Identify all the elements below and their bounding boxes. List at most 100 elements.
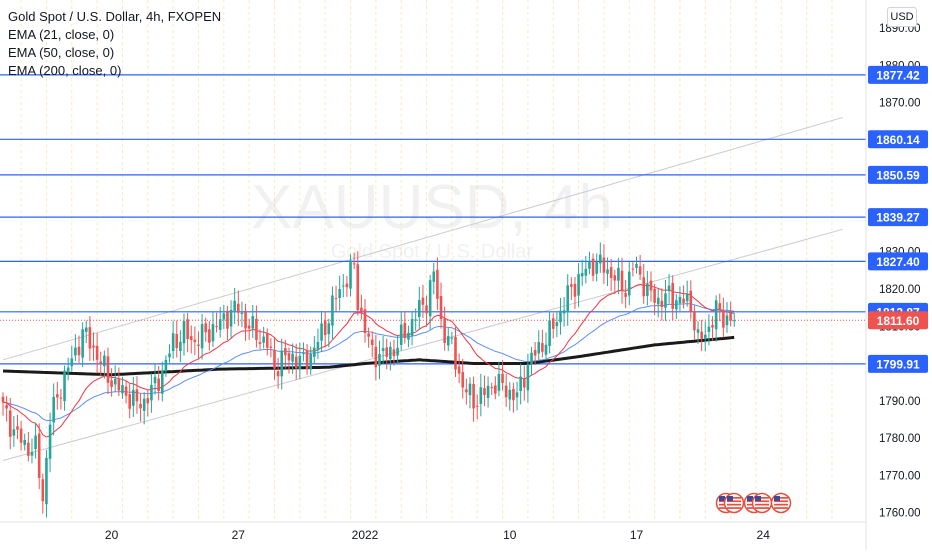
candle-body [707,326,711,332]
price-axis-panel[interactable] [866,0,932,550]
candle-body [566,285,570,313]
candle-body [334,298,338,300]
candle-body [519,376,522,392]
candlestick [99,351,103,377]
candle-body [269,346,273,348]
candle-body [273,349,276,369]
candlestick [508,382,512,411]
candlestick [479,373,483,417]
candlestick [573,277,577,310]
candle-body [468,383,472,396]
candle-body [515,392,519,398]
candlestick [494,376,497,400]
watermark-symbol: XAUUSD, 4h [251,173,613,242]
candlestick [399,311,403,351]
candlestick [92,332,95,361]
candle-body [627,271,631,296]
candle-body [200,324,204,349]
candlestick [265,328,269,356]
candlestick [356,251,360,316]
candle-body [341,285,345,287]
indicator-ema-200[interactable]: EMA (200, close, 0) [8,63,122,78]
candlestick [606,257,609,287]
candlestick [305,344,309,375]
candlestick [255,305,258,348]
candle-body [208,329,211,343]
candlestick [19,421,23,451]
candle-body [475,405,479,407]
candle-body [729,313,732,321]
candle-body [247,325,251,329]
candlestick [262,326,265,349]
us-flag-event-icon[interactable] [770,492,792,514]
candlestick [653,284,656,316]
candle-body [461,372,465,388]
candle-body [479,387,483,404]
candlestick [193,326,197,356]
symbol-title[interactable]: Gold Spot / U.S. Dollar, 4h, FXOPEN [8,9,222,24]
candle-body [356,264,360,311]
candlestick [446,327,450,352]
candlestick [671,275,674,321]
candlestick [273,337,276,380]
candle-body [421,297,425,305]
trend-channel-line[interactable] [2,116,843,361]
candle-body [714,300,718,330]
candle-body [160,370,164,394]
candlestick [182,313,186,356]
candle-body [240,312,244,315]
level-price-label-bg [868,208,928,227]
horizontal-levels[interactable] [0,74,866,365]
candlestick [48,412,52,473]
us-flag-event-icon[interactable] [723,492,745,514]
candlestick [327,318,331,348]
candlestick [331,286,334,340]
candle-body [298,355,302,370]
candlestick [233,288,236,325]
candlestick [660,288,664,321]
candle-body [660,300,664,308]
indicator-ema-21[interactable]: EMA (21, close, 0) [8,27,115,42]
candlestick [52,383,55,436]
candlestick [240,301,244,328]
candlestick [693,305,696,340]
candlestick [725,302,729,333]
candle-body [418,300,421,318]
candlestick [537,330,541,362]
candle-body [562,310,566,314]
candlestick [436,257,439,311]
us-flag-event-icon[interactable] [751,492,773,514]
channel-lines[interactable] [2,116,843,461]
time-axis-panel[interactable] [0,522,932,550]
candlestick [157,365,160,401]
candle-body [664,293,667,308]
candlestick [468,377,472,409]
candle-body [63,370,66,402]
candle-body [27,442,30,456]
candlestick [501,360,504,391]
economic-events[interactable] [715,492,792,514]
candle-body [226,310,229,329]
candle-body [171,333,175,352]
candle-body [595,262,598,274]
candle-body [685,293,689,302]
candle-body [215,326,218,328]
candlestick [37,423,41,490]
currency-button[interactable]: USD [887,7,917,27]
candlestick [284,339,287,369]
candle-body [718,303,722,310]
trend-channel-line[interactable] [2,228,843,461]
candlestick [8,398,12,450]
candlestick [631,262,635,277]
candlestick [352,252,356,270]
candlestick [124,380,128,404]
indicator-ema-50[interactable]: EMA (50, close, 0) [8,45,115,60]
candlestick [722,297,725,338]
candle-body [439,295,443,320]
candlestick [164,355,168,377]
candlestick [635,256,638,274]
candle-body [620,270,624,292]
candlestick [588,251,591,275]
